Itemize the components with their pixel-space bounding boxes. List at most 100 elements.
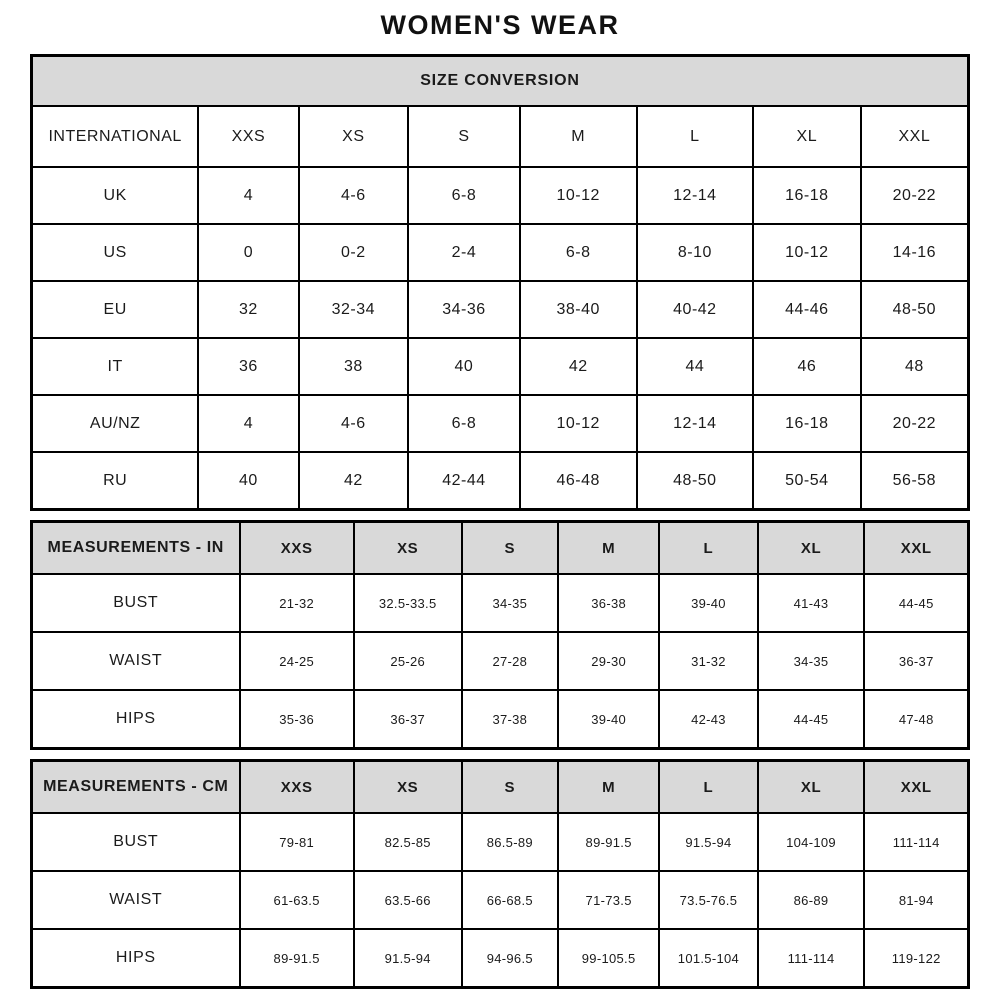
value-cell: 42 <box>518 337 638 396</box>
value-cell: 111-114 <box>756 928 866 989</box>
size-header-cell: L <box>658 520 759 575</box>
measurements-in-title: MEASUREMENTS - IN <box>30 520 241 575</box>
value-cell: 32 <box>197 280 300 339</box>
value-cell: 44 <box>635 337 754 396</box>
value-cell: 50-54 <box>751 451 862 511</box>
row-label-cell: BUST <box>30 573 241 633</box>
value-cell: 38-40 <box>518 280 638 339</box>
value-cell: 47-48 <box>863 689 970 750</box>
value-cell: 111-114 <box>863 812 970 872</box>
row-label-cell: HIPS <box>30 928 241 989</box>
value-cell: 14-16 <box>859 223 970 282</box>
measurements-cm-header-row: MEASUREMENTS - CM XXS XS S M L XL XXL <box>30 759 970 814</box>
size-header-cell: XL <box>751 105 862 168</box>
value-cell: 39-40 <box>658 573 759 633</box>
value-cell: 48-50 <box>635 451 754 511</box>
size-conversion-header-row: SIZE CONVERSION <box>30 54 970 107</box>
value-cell: 36-38 <box>557 573 661 633</box>
value-cell: 4-6 <box>297 166 410 225</box>
row-label-cell: WAIST <box>30 631 241 691</box>
table-row-hips-in: HIPS 35-36 36-37 37-38 39-40 42-43 44-45… <box>30 689 970 750</box>
value-cell: 10-12 <box>518 394 638 453</box>
value-cell: 44-46 <box>751 280 862 339</box>
size-header-cell: S <box>460 759 560 814</box>
value-cell: 0-2 <box>297 223 410 282</box>
value-cell: 4 <box>197 394 300 453</box>
value-cell: 20-22 <box>859 166 970 225</box>
value-cell: 89-91.5 <box>557 812 661 872</box>
size-header-cell: M <box>518 105 638 168</box>
value-cell: 81-94 <box>863 870 970 930</box>
row-label-cell: AU/NZ <box>30 394 200 453</box>
size-header-cell: M <box>557 520 661 575</box>
size-header-cell: XL <box>756 759 866 814</box>
table-row-uk: UK 4 4-6 6-8 10-12 12-14 16-18 20-22 <box>30 166 970 225</box>
value-cell: 36 <box>197 337 300 396</box>
value-cell: 34-35 <box>756 631 866 691</box>
value-cell: 48 <box>859 337 970 396</box>
size-header-cell: XS <box>352 520 463 575</box>
value-cell: 4-6 <box>297 394 410 453</box>
measurements-cm-title: MEASUREMENTS - CM <box>30 759 241 814</box>
value-cell: 21-32 <box>238 573 355 633</box>
value-cell: 86.5-89 <box>460 812 560 872</box>
table-row-bust-in: BUST 21-32 32.5-33.5 34-35 36-38 39-40 4… <box>30 573 970 633</box>
value-cell: 91.5-94 <box>658 812 759 872</box>
row-label-cell: IT <box>30 337 200 396</box>
value-cell: 6-8 <box>407 166 521 225</box>
size-header-cell: XXS <box>197 105 300 168</box>
value-cell: 89-91.5 <box>238 928 355 989</box>
size-header-cell: M <box>557 759 661 814</box>
measurements-in-table: MEASUREMENTS - IN XXS XS S M L XL XXL BU… <box>30 520 970 750</box>
value-cell: 99-105.5 <box>557 928 661 989</box>
value-cell: 38 <box>297 337 410 396</box>
size-header-cell: XL <box>756 520 866 575</box>
row-label-cell: BUST <box>30 812 241 872</box>
value-cell: 46-48 <box>518 451 638 511</box>
value-cell: 32-34 <box>297 280 410 339</box>
value-cell: 86-89 <box>756 870 866 930</box>
value-cell: 56-58 <box>859 451 970 511</box>
value-cell: 37-38 <box>460 689 560 750</box>
value-cell: 6-8 <box>407 394 521 453</box>
size-header-cell: XXL <box>859 105 970 168</box>
value-cell: 66-68.5 <box>460 870 560 930</box>
value-cell: 48-50 <box>859 280 970 339</box>
size-header-cell: S <box>460 520 560 575</box>
value-cell: 29-30 <box>557 631 661 691</box>
value-cell: 39-40 <box>557 689 661 750</box>
row-label-cell: UK <box>30 166 200 225</box>
value-cell: 40-42 <box>635 280 754 339</box>
measurements-cm-table: MEASUREMENTS - CM XXS XS S M L XL XXL BU… <box>30 759 970 989</box>
value-cell: 44-45 <box>756 689 866 750</box>
value-cell: 94-96.5 <box>460 928 560 989</box>
table-row-it: IT 36 38 40 42 44 46 48 <box>30 337 970 396</box>
table-row-aunz: AU/NZ 4 4-6 6-8 10-12 12-14 16-18 20-22 <box>30 394 970 453</box>
value-cell: 61-63.5 <box>238 870 355 930</box>
value-cell: 0 <box>197 223 300 282</box>
value-cell: 27-28 <box>460 631 560 691</box>
value-cell: 63.5-66 <box>352 870 463 930</box>
value-cell: 12-14 <box>635 166 754 225</box>
table-row-waist-in: WAIST 24-25 25-26 27-28 29-30 31-32 34-3… <box>30 631 970 691</box>
value-cell: 104-109 <box>756 812 866 872</box>
row-label-cell: HIPS <box>30 689 241 750</box>
page-title: WOMEN'S WEAR <box>380 10 620 40</box>
size-header-cell: XS <box>297 105 410 168</box>
size-header-cell: XXL <box>863 520 970 575</box>
value-cell: 73.5-76.5 <box>658 870 759 930</box>
value-cell: 79-81 <box>238 812 355 872</box>
value-cell: 8-10 <box>635 223 754 282</box>
value-cell: 16-18 <box>751 166 862 225</box>
value-cell: 2-4 <box>407 223 521 282</box>
value-cell: 71-73.5 <box>557 870 661 930</box>
row-label-cell: EU <box>30 280 200 339</box>
value-cell: 119-122 <box>863 928 970 989</box>
measurements-in-header-row: MEASUREMENTS - IN XXS XS S M L XL XXL <box>30 520 970 575</box>
value-cell: 34-36 <box>407 280 521 339</box>
table-row-hips-cm: HIPS 89-91.5 91.5-94 94-96.5 99-105.5 10… <box>30 928 970 989</box>
value-cell: 24-25 <box>238 631 355 691</box>
size-header-cell: S <box>407 105 521 168</box>
value-cell: 10-12 <box>751 223 862 282</box>
